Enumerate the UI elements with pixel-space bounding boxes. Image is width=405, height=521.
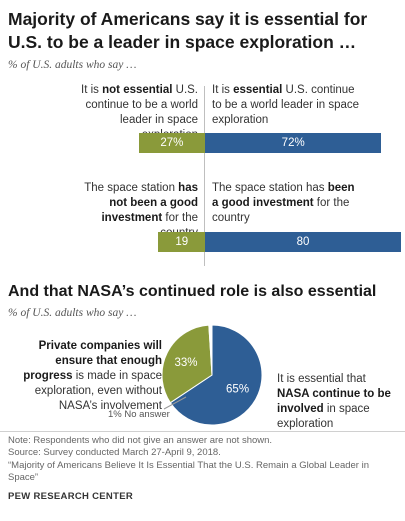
bar-q1-essential: 72% [205, 133, 382, 153]
q2-right-label: The space station has been a good invest… [212, 182, 355, 224]
no-answer-label: 1% No answer [108, 409, 170, 420]
no-answer-leader-line [163, 396, 187, 410]
q1-right-label: It is essential U.S. continue to be a wo… [212, 84, 360, 126]
pie-slice-no-answer [208, 324, 213, 376]
pie-nasa-label: It is essential that NASA continue to be… [277, 373, 391, 430]
bar-q2-good-investment: 80 [205, 232, 401, 252]
chart-subtitle: % of U.S. adults who say … [8, 59, 137, 71]
axis-divider [204, 86, 205, 266]
pew-research-center-logo: PEW RESEARCH CENTER [8, 491, 133, 502]
bar-q1-not-essential: 27% [138, 133, 205, 153]
pie-chart: 65% 33% [161, 324, 263, 426]
bar-label-q1-essential: 72% [281, 137, 305, 149]
pie-slice-private-companies [161, 324, 213, 404]
source-text: Source: Survey conducted March 27-April … [8, 447, 221, 458]
chart-title: Majority of Americans say it is essentia… [8, 9, 368, 52]
bar-label-q2-good-investment: 80 [296, 236, 310, 248]
bar-label-q1-not-essential: 27% [160, 137, 184, 149]
bar-q2-not-good-investment: 19 [158, 232, 205, 252]
pie-private-companies-label: Private companies will ensure that enoug… [23, 340, 162, 412]
note-text: Note: Respondents who did not give an an… [8, 435, 273, 446]
pie-label-65: 65% [226, 384, 249, 396]
section2-title: And that NASA’s continued role is also e… [8, 283, 377, 300]
report-title-text: “Majority of Americans Believe It Is Ess… [8, 460, 369, 483]
pie-label-33: 33% [175, 357, 198, 369]
section2-subtitle: % of U.S. adults who say … [8, 307, 137, 319]
bar-label-q2-not-good-investment: 19 [175, 236, 189, 248]
notes-divider [0, 431, 405, 432]
pie-slice-nasa-essential [169, 324, 263, 426]
q2-left-label: The space station has not been a good in… [84, 182, 198, 239]
